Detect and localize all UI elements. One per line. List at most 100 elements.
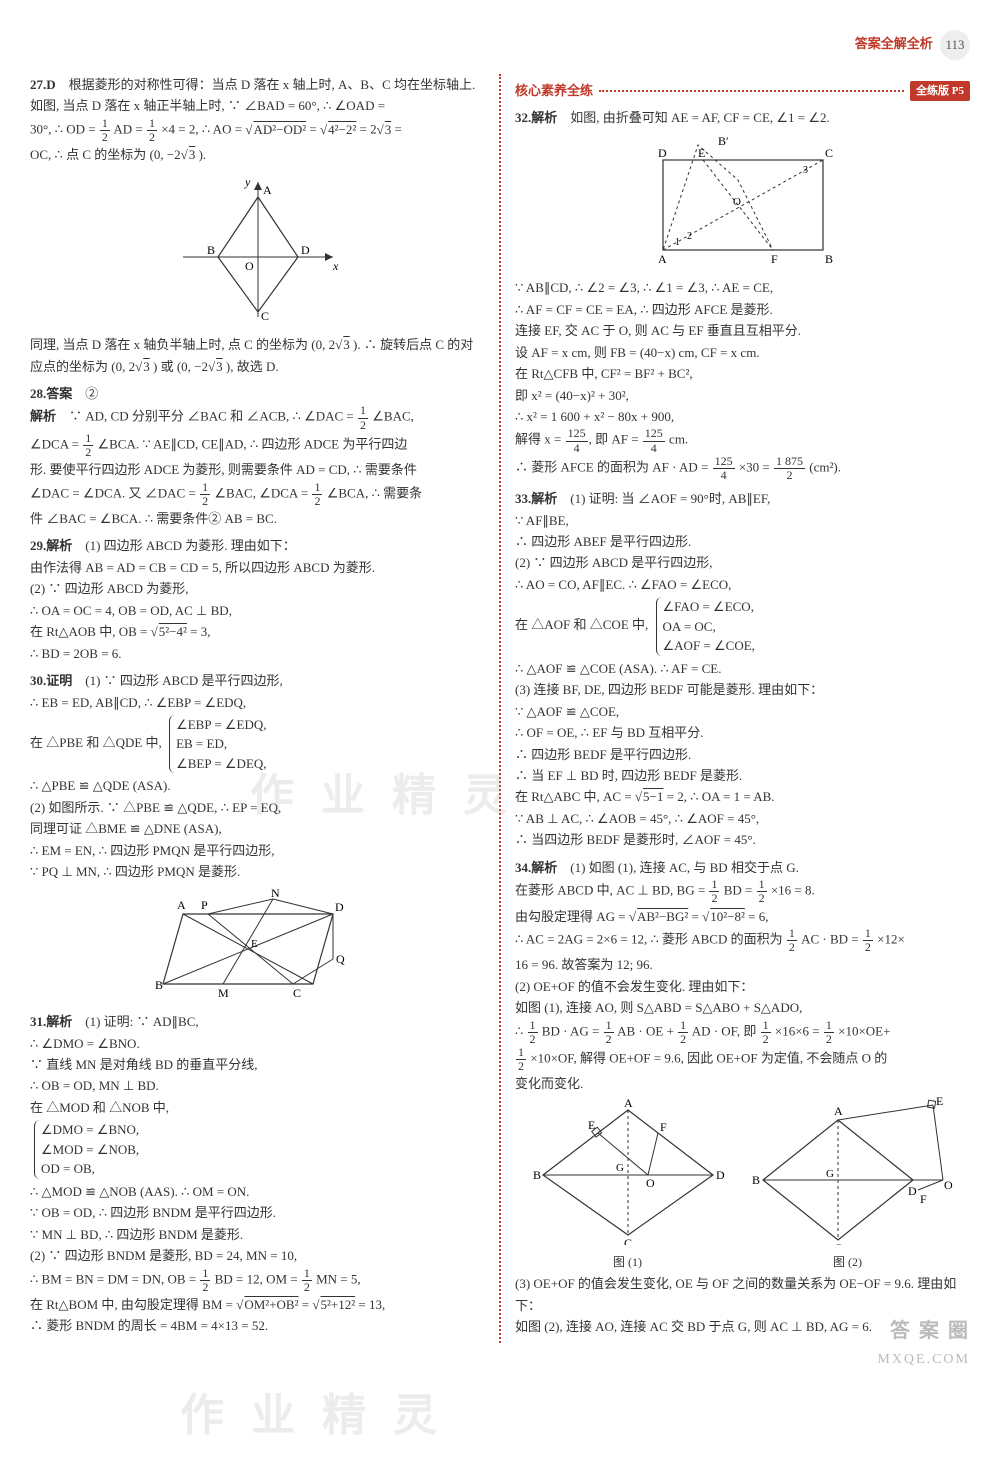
svg-text:2: 2 [687,231,692,242]
page-number: 113 [940,30,970,60]
d: 2 [757,892,767,905]
svg-text:G: G [616,1162,624,1174]
b: OA = OC, [663,617,755,637]
svg-text:F: F [660,1120,667,1134]
t: = 2 [356,122,376,137]
sq: AD²−OD² [252,122,306,137]
n: 1 [358,404,368,418]
q34-l2: 在菱形 ABCD 中, AC ⊥ BD, BG = 12 BD = 12 ×16… [515,878,970,905]
n: 125 [566,427,588,441]
d: 2 [200,1281,210,1294]
footer-line2: MXQE.COM [877,1348,970,1371]
t: ∴ BM = BN = DM = DN, OB = [30,1271,199,1286]
t: ×4 = 2, ∴ AO = [158,122,245,137]
q33-l9: ∵ △AOF ≌ △COE, [515,701,970,722]
t: = 2, ∴ OA = 1 = AB. [663,789,774,804]
svg-text:B: B [533,1168,541,1182]
q32-l10: ∴ 菱形 AFCE 的面积为 AF · AD = 1254 ×30 = 1 87… [515,455,970,482]
q33-l7: ∴ △AOF ≌ △COE (ASA). ∴ AF = CE. [515,658,970,679]
d: 2 [312,495,322,508]
sq: AB²−BG² [636,909,688,924]
q34-fig2: A B C D E F G O 图 (2) [738,1095,958,1273]
svg-text:O: O [733,196,741,208]
d: 4 [713,469,735,482]
t: ∠BAC, ∠DCA = [211,485,311,500]
svg-text:A: A [263,183,272,197]
item-29: 29.解析 (1) 四边形 ABCD 为菱形. 理由如下： 由作法得 AB = … [30,535,485,664]
t: 在 △PBE 和 △QDE 中, [30,735,165,750]
fig1-caption: 图 (1) [528,1253,728,1273]
q31-num: 31. [30,1014,46,1029]
footer-line1: 答 案 圈 [877,1315,970,1348]
q29-num: 29. [30,538,46,553]
section-head: 核心素养全练 全练版 P5 [515,80,970,101]
svg-text:G: G [826,1168,834,1180]
q32-l7: 即 x² = (40−x)² + 30², [515,385,970,406]
item-30: 30.证明 (1) ∵ 四边形 ABCD 是平行四边形, ∴ EB = ED, … [30,670,485,1005]
brace: ∠EBP = ∠EDQ, EB = ED, ∠BEP = ∠DEQ, [169,715,266,774]
q27-num: 27.D [30,77,56,92]
d: 2 [824,1033,834,1046]
t: , 即 AF = [589,432,642,447]
d: 2 [774,469,805,482]
t: 30°, ∴ OD = [30,122,99,137]
q34-l4: ∴ AC = 2AG = 2×6 = 12, ∴ 菱形 ABCD 的面积为 12… [515,927,970,954]
q33-l2: ∵ AF∥BE, [515,510,970,531]
q29-l2: 由作法得 AB = AD = CB = CD = 5, 所以四边形 ABCD 为… [30,557,485,578]
q32-num: 32. [515,110,531,125]
svg-text:E: E [698,146,705,160]
svg-text:C: C [825,146,833,160]
q34-fig1: A B C D E F G O 图 (1) [528,1095,728,1273]
svg-text:F: F [771,252,778,265]
item-34: 34.解析 (1) 如图 (1), 连接 AC, 与 BD 相交于点 G. 在菱… [515,857,970,1338]
b: ∠MOD = ∠NOB, [41,1140,139,1160]
svg-text:B: B [207,243,215,257]
t: ×30 = [736,459,773,474]
t: = [299,1297,313,1312]
q32-l4: 连接 EF, 交 AC 于 O, 则 AC 与 EF 垂直且互相平分. [515,320,970,341]
d: 4 [643,442,665,455]
q29-l3: (2) ∵ 四边形 ABCD 为菱形, [30,578,485,599]
t: ∴ [515,1023,527,1038]
q30-figure: A B C D P Q M N E [30,889,485,1005]
q31-l11: 在 Rt△BOM 中, 由勾股定理得 BM = OM²+OB² = 5²+12²… [30,1294,485,1315]
svg-text:D: D [301,243,310,257]
q33-l8: (3) 连接 BF, DE, 四边形 BEDF 可能是菱形. 理由如下： [515,679,970,700]
d: 2 [604,1033,614,1046]
q34-figures: A B C D E F G O 图 (1) [515,1095,970,1273]
svg-text:F: F [920,1192,927,1206]
q27-line2: 30°, ∴ OD = 12 AD = 12 ×4 = 2, ∴ AO = AD… [30,117,485,144]
svg-text:C: C [624,1236,632,1245]
d: 2 [302,1281,312,1294]
q34-l11: (3) OE+OF 的值会发生变化, OE 与 OF 之间的数量关系为 OE−O… [515,1273,970,1316]
q31-l6: ∴ △MOD ≌ △NOB (AAS). ∴ OM = ON. [30,1181,485,1202]
sq: 10²−8² [709,909,745,924]
svg-text:A: A [177,898,186,912]
t: ×16×6 = [772,1023,823,1038]
q33-l15: ∴ 当四边形 BEDF 是菱形时, ∠AOF = 45°. [515,829,970,850]
d: 2 [709,892,719,905]
t: = 3, [187,624,211,639]
q29-l5: 在 Rt△AOB 中, OB = 5²−4² = 3, [30,621,485,642]
q30-l6: 同理可证 △BME ≌ △DNE (ASA), [30,818,485,839]
sq: 5²+12² [319,1297,355,1312]
section-tag: 全练版 P5 [910,81,970,101]
t: 在 Rt△BOM 中, 由勾股定理得 BM = [30,1297,236,1312]
t: BD · AG = [539,1023,603,1038]
q29-l4: ∴ OA = OC = 4, OB = OD, AC ⊥ BD, [30,600,485,621]
t: 在 Rt△AOB 中, OB = [30,624,151,639]
q33-l13: 在 Rt△ABC 中, AC = 5−1 = 2, ∴ OA = 1 = AB. [515,786,970,807]
t: ∴ 菱形 AFCE 的面积为 AF · AD = [515,459,712,474]
q31-l12: ∴ 菱形 BNDM 的周长 = 4BM = 4×13 = 52. [30,1315,485,1336]
svg-text:1: 1 [675,237,680,248]
q28-l3: 形. 要使平行四边形 ADCE 为菱形, 则需要条件 AD = CD, ∴ 需要… [30,459,485,480]
q32-l8: ∴ x² = 1 600 + x² − 80x + 900, [515,406,970,427]
item-27: 27.D 根据菱形的对称性可得：当点 D 落在 x 轴上时, A、B、C 均在坐… [30,74,485,377]
t: AD = [111,122,146,137]
q28-ans-label: 答案 [46,386,72,401]
svg-text:E: E [251,938,258,950]
q33-l6: 在 △AOF 和 △COE 中, ∠FAO = ∠ECO, OA = OC, ∠… [515,595,970,658]
q33-l5: ∴ AO = CO, AF∥EC. ∴ ∠FAO = ∠ECO, [515,574,970,595]
sq: 5−1 [642,789,663,804]
b: ∠DMO = ∠BNO, [41,1120,139,1140]
